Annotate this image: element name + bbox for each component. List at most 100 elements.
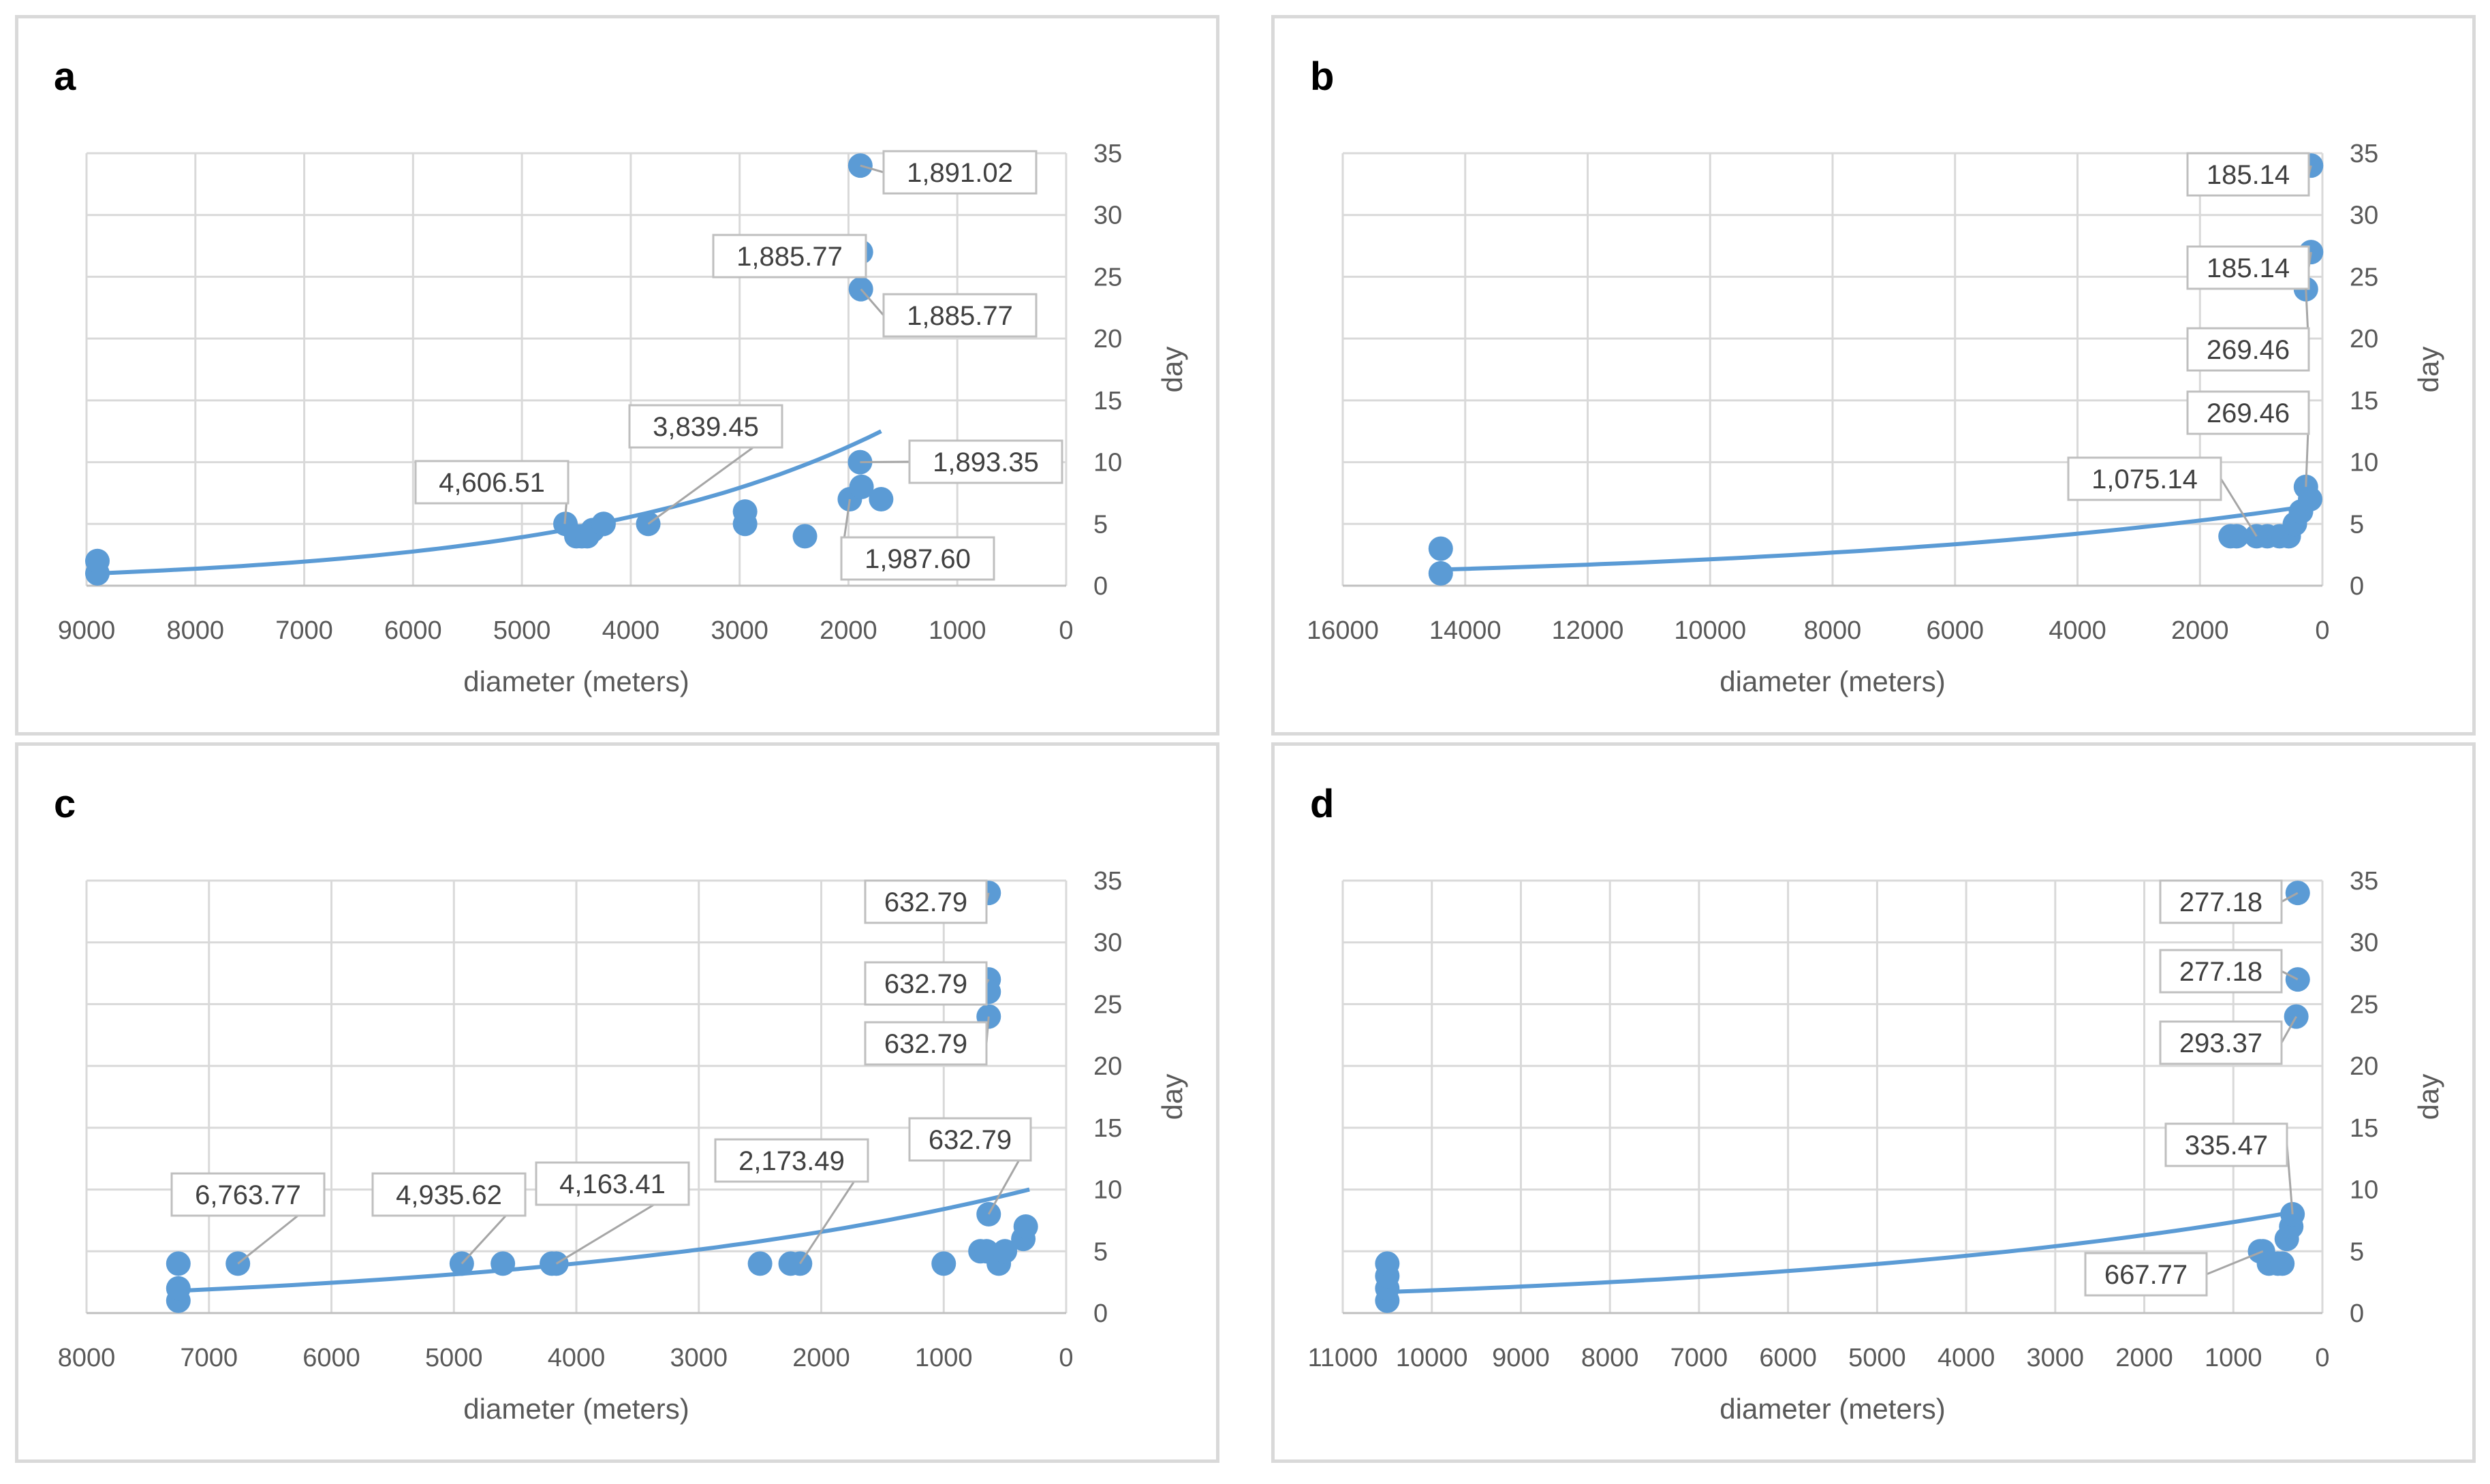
y-tick-label: 35 — [1093, 867, 1122, 896]
x-tick-label: 1000 — [915, 1344, 973, 1372]
data-label: 632.79 — [929, 1125, 1012, 1155]
data-point — [84, 548, 110, 573]
chart-panel-d: d 11000 10000 9000 8000 7000 6000 5000 4000 3000… — [1271, 742, 2476, 1463]
data-point — [591, 511, 616, 537]
data-point — [1428, 536, 1453, 561]
callout-box — [628, 404, 783, 449]
data-label: 1,987.60 — [865, 544, 971, 574]
x-tick-label: 1000 — [929, 616, 986, 645]
callout-box — [908, 1117, 1032, 1162]
chart-panel-c: c 8000 7000 6000 5000 4000 3000 2000 1000 0 0 5 10 1… — [15, 742, 1219, 1463]
x-tick-label: 10000 — [1396, 1344, 1468, 1372]
panel-letter: c — [54, 782, 76, 826]
y-tick-label: 30 — [1093, 202, 1122, 230]
data-point — [1375, 1251, 1400, 1276]
x-tick-label: 3000 — [711, 616, 768, 645]
callout-box — [882, 150, 1038, 195]
data-label: 6,763.77 — [195, 1180, 301, 1210]
y-tick-label: 35 — [2350, 867, 2378, 896]
callout-box — [908, 439, 1063, 484]
callout-leader — [860, 164, 884, 174]
callout-leader — [860, 288, 885, 316]
data-label: 277.18 — [2179, 887, 2262, 917]
callout-leader — [2206, 1250, 2264, 1276]
data-label: 1,885.77 — [907, 301, 1013, 331]
callout-box — [170, 1172, 326, 1217]
callout-leader — [2281, 970, 2299, 981]
x-tick-label: 6000 — [302, 1344, 360, 1372]
x-tick-label: 1000 — [2205, 1344, 2262, 1372]
callout-box — [2159, 879, 2283, 924]
data-point — [166, 1251, 191, 1276]
x-axis-label: diameter (meters) — [463, 665, 689, 697]
callout-box — [2067, 456, 2222, 501]
data-point — [2280, 1201, 2305, 1227]
y-tick-label: 15 — [2350, 1114, 2378, 1143]
scatter-plot: 16000 14000 12000 10000 8000 6000 4000 2000 00 5 1… — [1307, 140, 2444, 697]
callout-box — [712, 234, 867, 279]
data-point — [491, 1251, 516, 1276]
callout-box — [2084, 1252, 2208, 1297]
y-tick-label: 20 — [2350, 325, 2378, 353]
y-tick-label: 0 — [2350, 572, 2364, 601]
x-tick-label: 7000 — [275, 616, 333, 645]
callout-box — [2186, 327, 2310, 372]
x-tick-label: 6000 — [1926, 616, 1984, 645]
data-label: 632.79 — [884, 887, 967, 917]
x-tick-label: 0 — [2315, 1344, 2329, 1372]
callout-box — [864, 961, 988, 1006]
data-point — [747, 1251, 773, 1276]
x-tick-label: 16000 — [1307, 616, 1379, 645]
x-tick-label: 14000 — [1429, 616, 1501, 645]
data-point — [2298, 487, 2323, 511]
x-tick-label: 4000 — [548, 1344, 606, 1372]
data-point — [792, 524, 818, 549]
x-tick-label: 6000 — [1759, 1344, 1817, 1372]
data-label: 632.79 — [884, 1029, 967, 1059]
data-point — [2224, 524, 2250, 549]
scatter-plot: 11000 10000 9000 8000 7000 6000 5000 4000 3000 20… — [1308, 867, 2444, 1425]
callout-box — [840, 536, 995, 581]
y-tick-label: 0 — [1093, 572, 1108, 601]
y-axis-label: day — [2412, 347, 2444, 393]
data-label: 277.18 — [2179, 957, 2262, 987]
y-tick-label: 30 — [2350, 202, 2378, 230]
data-label: 335.47 — [2185, 1131, 2268, 1161]
y-tick-label: 20 — [2350, 1052, 2378, 1081]
y-tick-label: 30 — [1093, 929, 1122, 958]
x-tick-label: 9000 — [58, 616, 116, 645]
callout-box — [414, 460, 570, 505]
panel-letter: b — [1310, 54, 1335, 99]
data-point — [166, 1276, 191, 1301]
callout-box — [714, 1138, 869, 1183]
data-label: 269.46 — [2207, 398, 2290, 428]
callout-box — [2186, 245, 2310, 290]
x-tick-label: 5000 — [493, 616, 551, 645]
x-tick-label: 0 — [1059, 1344, 1073, 1372]
x-tick-label: 2000 — [820, 616, 877, 645]
x-tick-label: 11000 — [1308, 1344, 1378, 1372]
y-tick-label: 0 — [2350, 1299, 2364, 1328]
x-tick-label: 8000 — [58, 1344, 116, 1372]
data-point — [2285, 967, 2310, 992]
y-tick-label: 15 — [1093, 387, 1122, 415]
x-tick-label: 2000 — [2171, 616, 2229, 645]
x-axis-label: diameter (meters) — [1719, 1393, 1945, 1425]
x-tick-label: 3000 — [2027, 1344, 2085, 1372]
callout-box — [864, 879, 988, 924]
x-tick-label: 0 — [1059, 616, 1073, 645]
y-tick-label: 5 — [1093, 1237, 1108, 1266]
callout-leader — [2280, 1015, 2297, 1043]
x-tick-label: 5000 — [1848, 1344, 1906, 1372]
callout-leader — [2220, 478, 2258, 537]
chart-panel-a: a 9000 8000 7000 6000 5000 4000 3000 2000 1000 0 0… — [15, 15, 1219, 736]
x-tick-label: 4000 — [602, 616, 660, 645]
data-label: 1,885.77 — [736, 242, 843, 272]
scatter-plot: 9000 8000 7000 6000 5000 4000 3000 2000 1000 00 5 1… — [58, 140, 1188, 697]
data-point — [732, 499, 758, 524]
panel-letter: a — [54, 54, 76, 99]
y-tick-label: 25 — [1093, 990, 1122, 1019]
data-point — [1428, 561, 1453, 586]
data-label: 1,075.14 — [2091, 464, 2198, 494]
callout-box — [882, 293, 1038, 338]
